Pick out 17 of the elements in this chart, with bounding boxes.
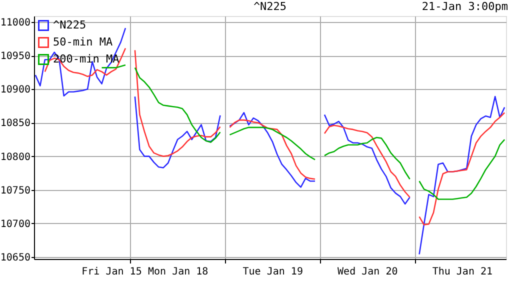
x-tick-label: Wed Jan 20 bbox=[338, 266, 398, 278]
text: 21-Jan 3:00pm bbox=[422, 0, 508, 13]
legend-label: 50-min MA bbox=[53, 36, 113, 48]
y-tick-label: 10950 bbox=[0, 51, 30, 62]
legend-label: ^N225 bbox=[53, 18, 86, 32]
y-tick-label: 10750 bbox=[0, 185, 30, 196]
y-tick-label: 10850 bbox=[0, 118, 30, 130]
chart-title: ^N225 bbox=[253, 0, 287, 13]
y-tick-label: 10900 bbox=[0, 84, 30, 96]
x-tick-label: Tue Jan 19 bbox=[242, 266, 303, 278]
x-tick-label: Fri Jan 15 bbox=[82, 266, 142, 278]
y-tick-label: 10700 bbox=[0, 218, 30, 230]
y-tick-label: 10650 bbox=[0, 252, 30, 264]
x-tick-label: Thu Jan 21 bbox=[432, 266, 493, 278]
y-tick-label: 11000 bbox=[0, 18, 30, 29]
x-tick-label: Mon Jan 18 bbox=[148, 266, 208, 278]
y-tick-label: 10800 bbox=[0, 152, 30, 163]
